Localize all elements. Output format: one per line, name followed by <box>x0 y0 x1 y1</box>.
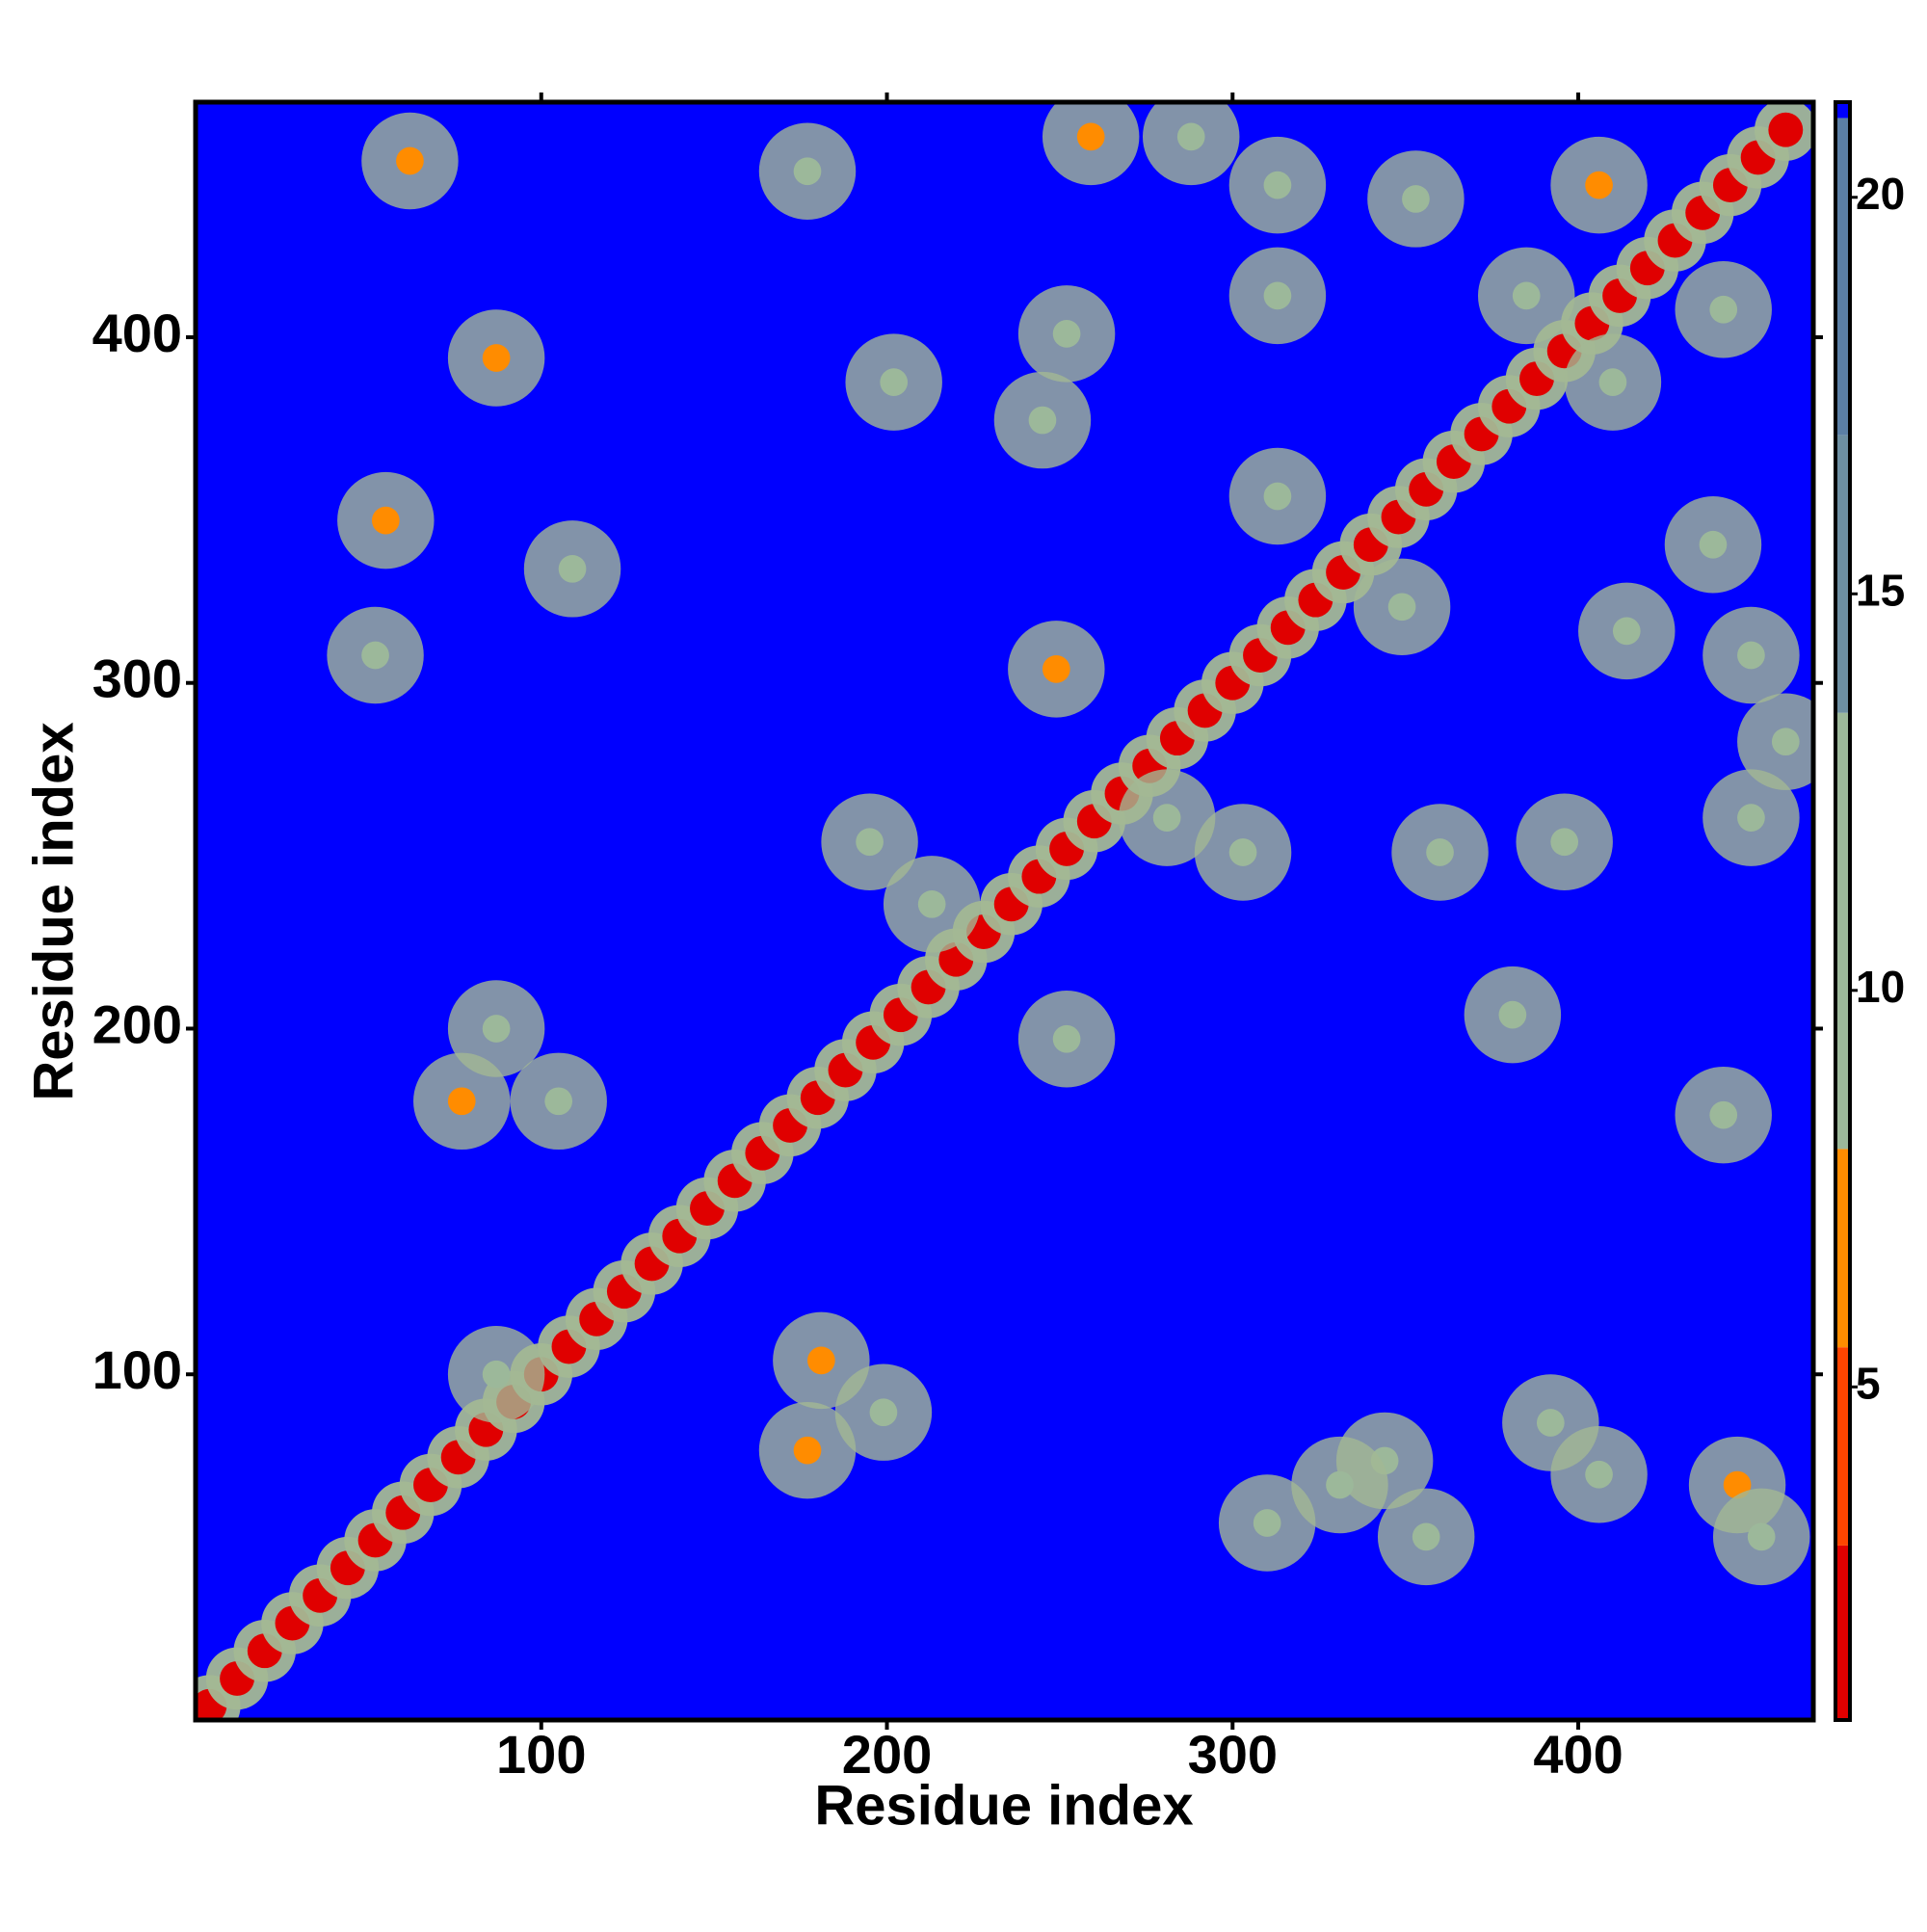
colorbar-segment <box>1835 1149 1850 1348</box>
x-tick-label: 200 <box>842 1724 932 1785</box>
cell <box>1152 804 1181 832</box>
cell <box>1052 320 1081 348</box>
x-tick-label: 400 <box>1533 1724 1623 1785</box>
colorbar-frame <box>1834 100 1852 1722</box>
cell <box>880 368 909 396</box>
cell <box>1709 295 1738 324</box>
y-axis-label: Residue index <box>22 722 85 1100</box>
cell <box>1699 530 1728 559</box>
x-tick-label: 100 <box>496 1724 586 1785</box>
cell <box>917 889 946 918</box>
cell <box>1585 1460 1613 1489</box>
cells <box>196 102 1813 1720</box>
cell <box>856 828 884 857</box>
cell <box>361 641 389 670</box>
cell <box>1771 728 1800 756</box>
y-tick-label: 300 <box>92 648 182 709</box>
cell <box>1598 368 1627 396</box>
cell <box>1512 281 1541 310</box>
cell <box>1426 838 1454 866</box>
cell <box>1028 406 1057 435</box>
cell <box>447 1087 476 1116</box>
cell <box>1228 838 1257 866</box>
cell <box>482 1015 511 1043</box>
y-tick-label: 100 <box>92 1339 182 1400</box>
cell <box>1387 593 1416 622</box>
x-tick-label: 300 <box>1188 1724 1278 1785</box>
cell <box>793 1436 822 1465</box>
cell <box>371 506 400 535</box>
cell <box>1176 122 1205 151</box>
colorbar-segment <box>1835 1347 1850 1546</box>
colorbar-segment <box>1835 435 1850 713</box>
colorbar-tick-label: 10 <box>1856 962 1905 1012</box>
plot-frame <box>193 99 1816 1723</box>
cell <box>1585 171 1613 199</box>
y-tick-label: 200 <box>92 993 182 1054</box>
cell <box>1747 1522 1776 1551</box>
x-axis-label: Residue index <box>814 1774 1193 1837</box>
colorbar-segment <box>1835 118 1850 436</box>
cell <box>793 157 822 186</box>
cell <box>1263 482 1292 511</box>
colorbar-segment <box>1835 712 1850 1150</box>
cell <box>1253 1509 1281 1537</box>
cell <box>396 146 424 175</box>
cell <box>1737 641 1765 670</box>
colorbar-segment <box>1835 1545 1850 1720</box>
cell <box>1550 828 1579 857</box>
cell <box>544 1087 573 1116</box>
y-tick-label: 400 <box>92 303 182 363</box>
cell <box>1709 1100 1738 1129</box>
cell <box>1737 804 1765 832</box>
colorbar-tick-label: 15 <box>1856 565 1905 615</box>
cell <box>807 1346 835 1375</box>
colorbar-tick-label: 20 <box>1856 169 1905 219</box>
cell <box>558 554 587 583</box>
cell <box>1768 112 1804 147</box>
cell <box>1536 1409 1565 1437</box>
colorbar-segment <box>1835 102 1850 119</box>
cell <box>1498 1000 1527 1029</box>
cell <box>1076 122 1105 151</box>
cell <box>482 344 511 372</box>
cell <box>1042 655 1070 683</box>
colorbar-tick-label: 5 <box>1856 1358 1881 1408</box>
cell <box>1263 281 1292 310</box>
cell <box>1402 185 1430 213</box>
cell <box>1612 617 1641 646</box>
cell <box>1263 171 1292 199</box>
cell <box>1052 1024 1081 1053</box>
cell <box>482 1360 511 1389</box>
cell <box>1412 1522 1440 1551</box>
cell <box>869 1398 898 1427</box>
cell <box>1326 1470 1354 1499</box>
